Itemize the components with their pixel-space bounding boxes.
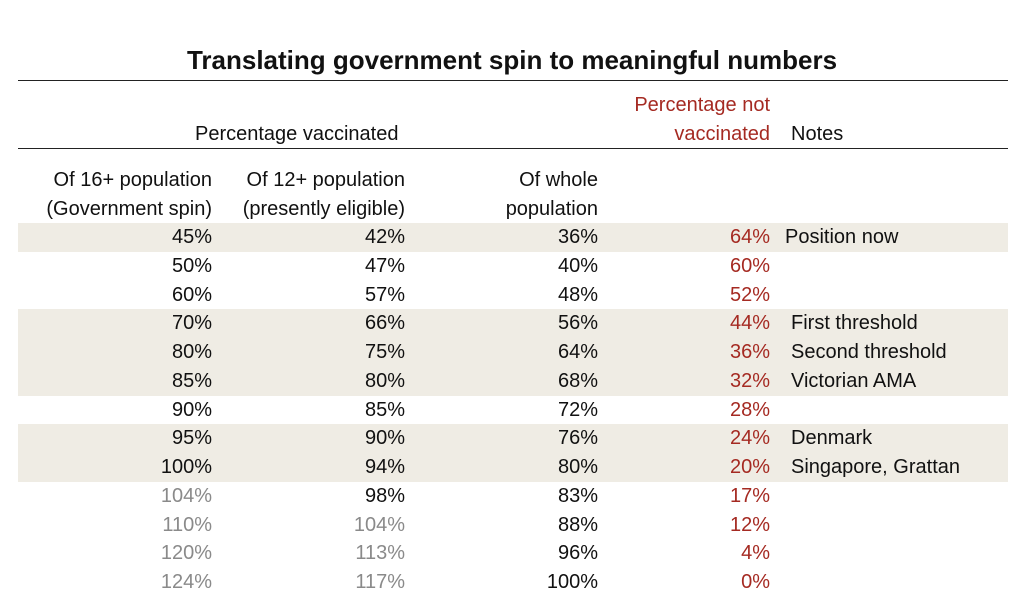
cell: 48% <box>557 283 598 306</box>
cell: 104% <box>353 513 405 536</box>
cell: 80% <box>171 341 212 363</box>
row-band <box>18 338 1008 367</box>
cell: 104% <box>160 484 212 507</box>
cell: 52% <box>729 283 770 306</box>
cell: 20% <box>729 456 770 478</box>
cell: 90% <box>171 398 212 421</box>
row-band <box>18 223 1008 252</box>
cell: 45% <box>171 226 212 248</box>
cell: 72% <box>557 398 598 421</box>
cell: 96% <box>557 542 598 565</box>
cell: 66% <box>364 312 405 335</box>
cell: 120% <box>160 542 212 565</box>
cell: 28% <box>729 398 770 421</box>
cell: 76% <box>557 427 598 450</box>
header: vaccinated <box>674 123 770 145</box>
cell: 32% <box>729 369 770 392</box>
row-band <box>18 424 1008 453</box>
column-header: Of 16+ population <box>53 169 212 191</box>
cell: 98% <box>364 484 405 507</box>
note: Singapore, Grattan <box>791 456 960 478</box>
rule <box>18 148 1008 149</box>
header: Percentage vaccinated <box>195 123 399 145</box>
cell: 64% <box>729 226 770 248</box>
header: Notes <box>791 123 844 145</box>
column-header: population <box>505 198 598 220</box>
cell: 80% <box>557 456 598 478</box>
cell: 47% <box>364 254 405 277</box>
cell: 0% <box>741 571 770 593</box>
cell: 124% <box>160 571 212 593</box>
cell: 94% <box>364 456 405 478</box>
cell: 68% <box>557 369 598 392</box>
cell: 42% <box>364 226 405 248</box>
row-band <box>18 453 1008 482</box>
cell: 60% <box>729 254 770 277</box>
row-band <box>18 366 1008 396</box>
cell: 75% <box>364 341 405 363</box>
cell: 88% <box>557 513 598 536</box>
cell: 100% <box>160 456 212 478</box>
cell: 95% <box>171 427 212 450</box>
cell: 50% <box>171 254 212 277</box>
cell: 17% <box>729 484 770 507</box>
header: Percentage not <box>634 94 770 116</box>
title: Translating government spin to meaningfu… <box>186 45 838 75</box>
note: Position now <box>785 226 899 248</box>
cell: 100% <box>546 571 598 593</box>
cell: 36% <box>557 226 598 248</box>
cell: 57% <box>364 283 405 306</box>
cell: 40% <box>557 254 598 277</box>
cell: 80% <box>364 369 405 392</box>
cell: 36% <box>729 341 770 363</box>
cell: 4% <box>741 542 770 565</box>
note: Victorian AMA <box>791 369 917 392</box>
cell: 83% <box>557 484 598 507</box>
cell: 12% <box>729 513 770 536</box>
column-header: (presently eligible) <box>242 198 405 220</box>
cell: 44% <box>729 312 770 335</box>
cell: 117% <box>355 571 405 593</box>
rule <box>18 80 1008 81</box>
note: Denmark <box>791 427 873 450</box>
cell: 24% <box>729 427 770 450</box>
cell: 113% <box>355 542 405 565</box>
cell: 56% <box>557 312 598 335</box>
cell: 64% <box>557 341 598 363</box>
cell: 90% <box>364 427 405 450</box>
row-band <box>18 309 1008 338</box>
column-header: Of 12+ population <box>246 169 405 191</box>
cell: 110% <box>162 513 212 536</box>
cell: 85% <box>364 398 405 421</box>
cell: 60% <box>171 283 212 306</box>
cell: 85% <box>171 369 212 392</box>
cell: 70% <box>171 312 212 335</box>
note: First threshold <box>791 312 918 335</box>
note: Second threshold <box>791 341 947 363</box>
column-header: (Government spin) <box>46 198 212 220</box>
column-header: Of whole <box>519 169 598 191</box>
